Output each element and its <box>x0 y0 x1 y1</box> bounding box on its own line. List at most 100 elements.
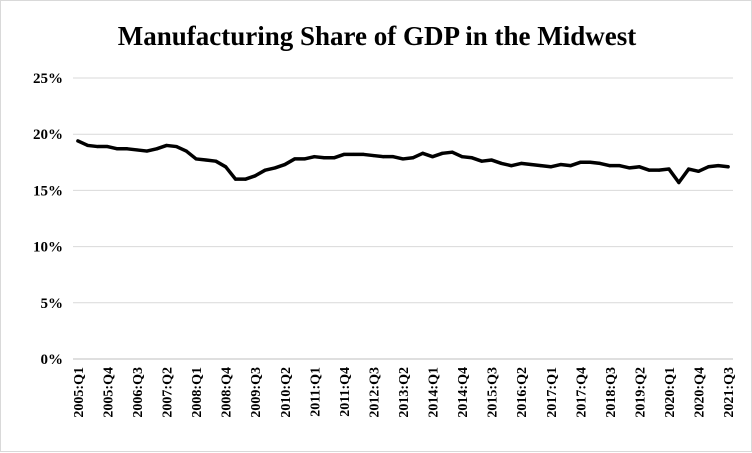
data-point <box>706 165 710 169</box>
data-point <box>598 161 602 166</box>
data-point <box>125 147 129 151</box>
x-tick-label: 2012:Q3 <box>367 367 382 418</box>
data-point <box>135 148 139 152</box>
data-point <box>568 164 573 168</box>
x-tick-label: 2005:Q4 <box>101 367 116 418</box>
data-point <box>716 164 720 168</box>
data-point <box>76 139 80 143</box>
series-layer <box>76 139 730 185</box>
data-point <box>342 152 346 157</box>
y-tick-label: 5% <box>41 296 64 312</box>
data-point <box>194 157 198 161</box>
y-tick-label: 10% <box>33 240 63 256</box>
chart-title: Manufacturing Share of GDP in the Midwes… <box>118 21 637 51</box>
data-point <box>480 159 484 163</box>
data-point <box>164 143 169 148</box>
data-point <box>263 168 267 172</box>
data-point <box>450 150 454 154</box>
x-tick-label: 2017:Q1 <box>545 367 560 418</box>
data-point <box>253 174 257 178</box>
y-tick-label: 0% <box>41 352 64 368</box>
data-point <box>233 177 238 181</box>
x-tick-label: 2020:Q4 <box>693 367 708 418</box>
x-tick-label: 2017:Q4 <box>574 367 589 418</box>
x-tick-label: 2011:Q4 <box>338 367 353 417</box>
data-point <box>677 180 681 185</box>
data-point <box>401 157 405 161</box>
data-point <box>421 151 425 155</box>
x-tick-label: 2006:Q3 <box>131 367 146 418</box>
y-axis-ticks: 0% 5% 10% 15% 20% 25% <box>33 71 63 368</box>
data-point <box>618 164 622 168</box>
x-tick-label: 2018:Q3 <box>604 367 619 418</box>
data-point <box>588 160 592 164</box>
data-point <box>155 147 159 151</box>
data-point <box>214 159 218 163</box>
data-point <box>105 144 110 149</box>
data-point <box>657 168 661 172</box>
x-tick-label: 2013:Q2 <box>397 367 412 418</box>
data-point <box>539 164 543 168</box>
x-tick-label: 2016:Q2 <box>515 367 530 418</box>
data-point <box>371 153 376 158</box>
data-point <box>529 162 533 167</box>
data-point <box>115 147 119 151</box>
x-tick-label: 2021:Q3 <box>722 367 737 418</box>
data-point <box>411 156 415 160</box>
y-tick-label: 20% <box>33 127 63 143</box>
data-point <box>578 160 582 164</box>
data-point <box>460 155 464 159</box>
data-point <box>391 155 395 159</box>
data-point <box>86 143 90 148</box>
y-tick-label: 25% <box>33 71 63 87</box>
data-point <box>332 156 336 160</box>
x-tick-label: 2014:Q1 <box>427 367 442 418</box>
gridlines <box>73 77 733 360</box>
data-point <box>174 144 179 149</box>
data-point <box>430 155 435 159</box>
data-point <box>440 151 444 155</box>
x-tick-label: 2005:Q1 <box>72 367 87 418</box>
data-point <box>243 177 247 181</box>
data-point <box>362 152 366 157</box>
x-tick-label: 2009:Q3 <box>249 367 264 418</box>
x-tick-label: 2007:Q2 <box>161 367 176 418</box>
y-tick-label: 15% <box>33 183 63 199</box>
data-point <box>96 144 100 149</box>
data-point <box>470 156 474 160</box>
data-point <box>637 165 642 169</box>
data-point <box>519 161 523 166</box>
x-tick-label: 2008:Q4 <box>220 367 235 418</box>
data-point <box>145 149 149 153</box>
data-point <box>667 167 671 171</box>
data-point <box>490 158 494 162</box>
data-point <box>509 164 513 168</box>
data-point <box>224 165 228 169</box>
data-point <box>696 169 701 173</box>
data-point <box>687 167 691 171</box>
x-tick-label: 2010:Q2 <box>279 367 294 418</box>
x-tick-label: 2011:Q1 <box>308 367 323 417</box>
x-axis-ticks: 2005:Q1 2005:Q4 2006:Q3 2007:Q2 2008:Q1 2008:… <box>72 367 737 418</box>
data-point <box>499 161 504 166</box>
x-tick-label: 2019:Q2 <box>633 367 648 418</box>
x-tick-label: 2008:Q1 <box>190 367 205 418</box>
data-point <box>204 158 208 162</box>
x-tick-label: 2020:Q1 <box>663 367 678 418</box>
data-point <box>322 156 326 160</box>
data-point <box>312 155 316 159</box>
data-point <box>381 155 385 159</box>
data-point <box>302 157 307 161</box>
data-point <box>283 162 287 167</box>
data-point <box>549 165 553 169</box>
data-point <box>608 164 612 168</box>
data-point <box>352 152 356 157</box>
data-point <box>559 162 563 167</box>
data-point <box>726 165 730 169</box>
x-tick-label: 2014:Q4 <box>456 367 471 418</box>
data-point <box>293 157 297 161</box>
data-point <box>627 166 632 170</box>
data-point <box>647 168 651 172</box>
